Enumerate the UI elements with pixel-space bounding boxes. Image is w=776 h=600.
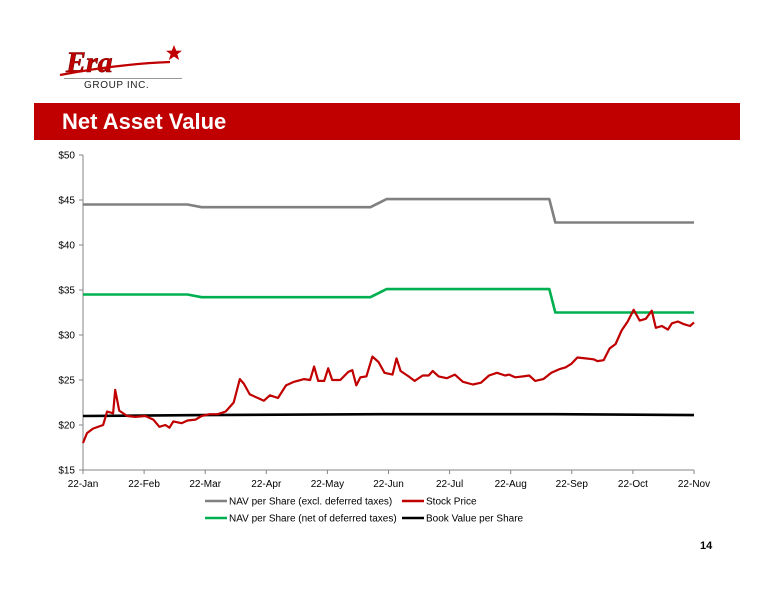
- chart-axes: $15 $20 $25 $30 $35 $40 $45 $50 22-Jan 22-Feb 22-M…: [58, 151, 710, 491]
- logo-wordmark: Era: [65, 46, 113, 79]
- y-tick-label: $45: [58, 196, 75, 207]
- era-logo: Era: [58, 42, 188, 94]
- y-tick-label: $40: [58, 241, 75, 252]
- x-tick-label: 22-Feb: [128, 479, 160, 490]
- chart-series: [81, 197, 695, 444]
- x-tick-label: 22-Jan: [68, 479, 99, 490]
- x-tick-label: 22-Aug: [495, 479, 527, 490]
- page-number: 14: [700, 540, 713, 552]
- legend-label: NAV per Share (excl. deferred taxes): [229, 497, 392, 508]
- x-tick-label: 22-Oct: [618, 479, 648, 490]
- legend-label: NAV per Share (net of deferred taxes): [229, 514, 397, 525]
- legend-label: Book Value per Share: [426, 514, 524, 525]
- y-tick-label: $50: [58, 151, 75, 162]
- y-tick-label: $15: [58, 466, 75, 477]
- y-tick-label: $25: [58, 376, 75, 387]
- series-line-nav-per-share-net-of-deferred-taxes: [83, 287, 694, 314]
- x-tick-label: 22-Mar: [189, 479, 221, 490]
- x-tick-label: 22-Apr: [251, 479, 282, 490]
- logo-subtitle: GROUP INC.: [84, 80, 150, 91]
- era-logo-mark: Era: [59, 45, 182, 79]
- logo-star-icon: [166, 45, 182, 60]
- series-line-stock-price: [81, 308, 695, 444]
- logo-swoosh: [59, 60, 171, 77]
- x-tick-label: 22-Sep: [556, 479, 589, 490]
- x-tick-label: 22-Jul: [436, 479, 463, 490]
- legend-item: Book Value per Share: [402, 514, 524, 525]
- legend-item: NAV per Share (net of deferred taxes): [205, 514, 397, 525]
- title-banner: Net Asset Value: [34, 103, 740, 140]
- legend-item: NAV per Share (excl. deferred taxes): [205, 497, 392, 508]
- page-title: Net Asset Value: [62, 109, 227, 134]
- series-line-book-value-per-share: [82, 412, 695, 418]
- chart-legend: NAV per Share (excl. deferred taxes) Stoc…: [205, 497, 524, 525]
- logo-divider: [64, 78, 182, 79]
- series-line-nav-per-share-excl-deferred-taxes: [83, 197, 694, 224]
- y-tick-label: $20: [58, 421, 75, 432]
- x-tick-label: 22-Jun: [373, 479, 404, 490]
- y-tick-label: $35: [58, 286, 75, 297]
- x-tick-label: 22-Nov: [678, 479, 710, 490]
- x-tick-label: 22-May: [311, 479, 344, 490]
- y-tick-label: $30: [58, 331, 75, 342]
- legend-label: Stock Price: [426, 497, 477, 508]
- legend-item: Stock Price: [402, 497, 477, 508]
- nav-line-chart: $15 $20 $25 $30 $35 $40 $45 $50 22-Jan 22-Feb 22-M…: [58, 151, 710, 525]
